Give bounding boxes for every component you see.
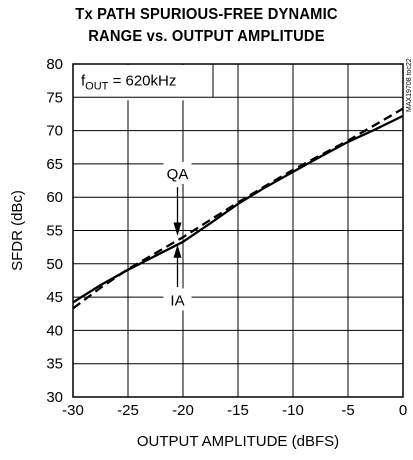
x-tick-label-6: 0 <box>399 402 407 419</box>
plot-frame <box>72 63 404 398</box>
callout-bg-qa <box>163 161 192 184</box>
y-tick-label-7: 65 <box>46 156 63 173</box>
chart-title-line-1: Tx PATH SPURIOUS-FREE DYNAMIC <box>75 6 338 23</box>
x-tick-label-5: -5 <box>341 402 354 419</box>
callout-label-ia: IA <box>170 292 184 309</box>
series-line-ia <box>72 114 404 304</box>
x-tick-label-3: -15 <box>227 402 249 419</box>
annotation-box-bg <box>74 65 213 101</box>
y-tick-label-10: 80 <box>46 56 63 73</box>
y-tick-label-3: 45 <box>46 289 63 306</box>
y-tick-label-0: 30 <box>46 389 63 406</box>
y-tick-label-8: 70 <box>46 123 63 140</box>
y-tick-label-4: 50 <box>46 256 63 273</box>
x-axis-label: OUTPUT AMPLITUDE (dBFS) <box>137 433 339 450</box>
x-tick-label-2: -20 <box>172 402 194 419</box>
callout-arrowhead-ia <box>173 244 182 258</box>
y-tick-label-6: 60 <box>46 189 63 206</box>
y-tick-label-9: 75 <box>46 89 63 106</box>
x-tick-label-1: -25 <box>117 402 139 419</box>
y-axis-label: SFDR (dBc) <box>9 190 26 271</box>
y-tick-label-1: 35 <box>46 356 63 373</box>
y-tick-label-5: 55 <box>46 223 63 240</box>
series-line-qa <box>72 107 404 310</box>
chart-title-line-2: RANGE vs. OUTPUT AMPLITUDE <box>88 28 325 45</box>
x-tick-label-4: -10 <box>282 402 304 419</box>
x-tick-label-0: -30 <box>62 402 84 419</box>
annotation-text: fOUT = 620kHz <box>81 73 176 93</box>
callout-label-qa: QA <box>167 166 189 183</box>
y-tick-label-2: 40 <box>46 322 63 339</box>
callout-arrowhead-qa <box>173 222 182 236</box>
watermark-text: MAX19708 toc22 <box>406 58 413 112</box>
callout-bg-ia <box>163 288 192 311</box>
